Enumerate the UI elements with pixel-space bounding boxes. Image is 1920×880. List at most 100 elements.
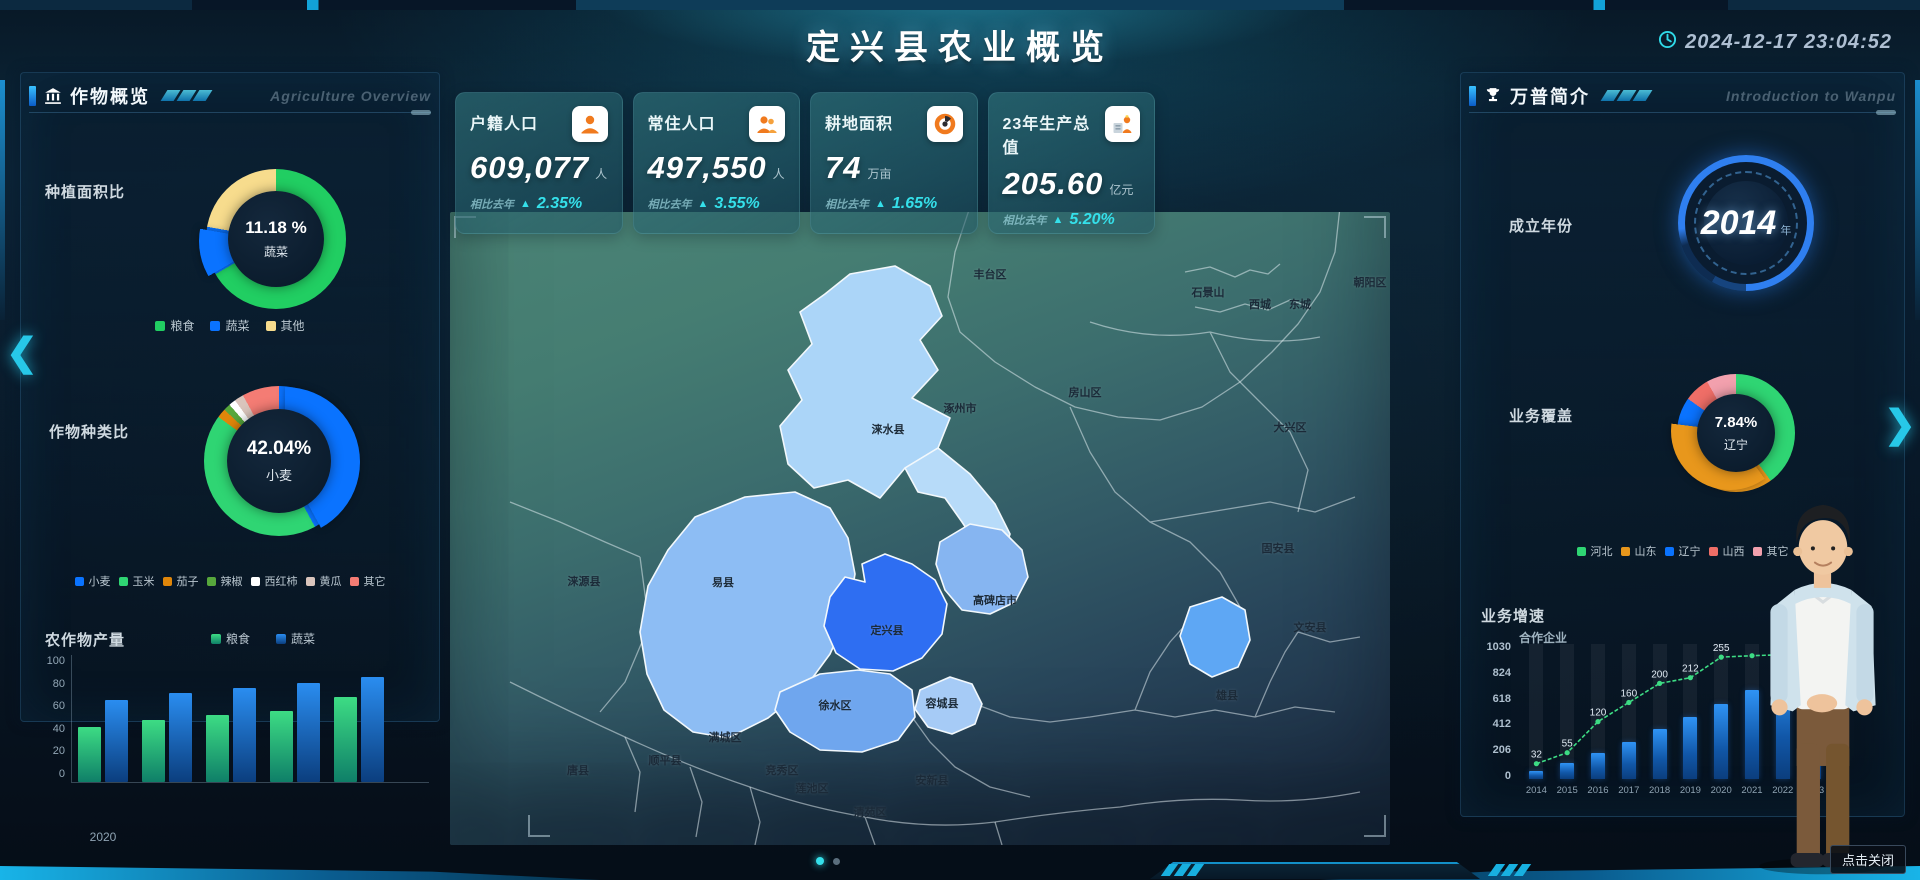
map-region-label: 雄县 — [1216, 690, 1238, 702]
close-button[interactable]: 点击关闭 — [1829, 845, 1906, 874]
growth-ytick: 0 — [1504, 769, 1511, 782]
stat-cards-row: 户籍人口 609,077 人 相比去年 ▲ 2.35% 常住人口 497,550 人 相… — [455, 92, 1155, 234]
growth-xtick: 2019 — [1679, 785, 1701, 796]
card-compare-label: 相比去年 — [470, 199, 514, 211]
carousel-prev-arrow[interactable]: ❮ — [6, 332, 38, 374]
legend-item[interactable]: 山东 — [1620, 543, 1657, 559]
prod-ytick: 20 — [52, 745, 65, 758]
prod-bar[interactable] — [142, 719, 165, 782]
up-triangle-icon: ▲ — [520, 198, 531, 210]
coverage-legend: 河北 山东 辽宁 山西 其它 — [1461, 543, 1904, 559]
legend-item[interactable]: 河北 — [1576, 543, 1613, 559]
production-y-axis: 100 80 60 40 20 0 — [37, 655, 71, 780]
trophy-icon — [1484, 87, 1502, 105]
legend-item[interactable]: 其它 — [1752, 543, 1789, 559]
growth-ytick: 824 — [1492, 666, 1511, 679]
prod-xtick: 2020 — [89, 829, 117, 844]
wanpu-intro-header: 万普简介 Introduction to Wanpu — [1469, 79, 1896, 115]
legend-item[interactable]: 辽宁 — [1664, 543, 1701, 559]
bottom-slashes-decor — [1487, 864, 1532, 876]
growth-label: 业务增速 — [1481, 608, 1546, 625]
prod-bar[interactable] — [297, 683, 320, 782]
legend-item[interactable]: 粮食 — [211, 630, 250, 647]
card-value: 205.60 — [1002, 166, 1104, 201]
founded-year-value: 2014 — [1700, 203, 1777, 242]
crop-type-donut-center: 42.04% 小麦 — [227, 409, 331, 513]
card-title: 耕地面积 — [825, 116, 894, 133]
map-region-label: 莲池区 — [795, 783, 829, 795]
region-dingxing[interactable] — [823, 553, 948, 672]
legend-item[interactable]: 茄子 — [162, 573, 199, 589]
header-stripes-decor — [1600, 90, 1653, 101]
growth-ytick: 618 — [1492, 692, 1511, 705]
prod-bar[interactable] — [233, 688, 256, 782]
planting-center-label: 蔬菜 — [263, 245, 288, 259]
legend-item[interactable]: 西红柿 — [250, 573, 298, 589]
header-datetime: 2024-12-17 23:04:52 — [1658, 30, 1892, 55]
legend-item[interactable]: 玉米 — [118, 573, 155, 589]
region-map[interactable]: 涞水县 易县 定兴县 高碑店市 徐水区 容城县 丰台区 石景山 西城 东城 朝阳区 房山区 大兴区 涿州市… — [450, 212, 1390, 845]
prod-bar[interactable] — [361, 677, 384, 782]
region-rongcheng[interactable] — [914, 676, 983, 735]
map-region-label: 石景山 — [1191, 287, 1225, 299]
prod-ytick: 0 — [58, 767, 65, 780]
prod-ytick: 100 — [46, 655, 65, 667]
growth-xtick: 2016 — [1587, 785, 1609, 796]
growth-y-axis: 1030 824 618 412 206 0 — [1471, 641, 1511, 782]
growth-bar-group[interactable] — [1583, 644, 1614, 779]
growth-bar-group[interactable] — [1552, 644, 1583, 779]
carousel-dot[interactable] — [833, 857, 840, 865]
coverage-center-value: 7.84% — [1714, 413, 1758, 431]
legend-item[interactable]: 黄瓜 — [305, 573, 342, 589]
region-gaobeidian[interactable] — [935, 523, 1029, 615]
legend-item[interactable]: 蔬菜 — [210, 317, 250, 334]
map-region-label: 徐水区 — [818, 700, 852, 712]
planting-area-donut[interactable]: 11.18 % 蔬菜 — [199, 169, 346, 311]
growth-bar-group[interactable] — [1737, 644, 1768, 779]
growth-bar-group[interactable] — [1521, 644, 1552, 779]
legend-item[interactable]: 辣椒 — [206, 573, 243, 589]
card-farmland-area: 耕地面积 74 万亩 相比去年 ▲ 1.65% — [810, 92, 978, 234]
header-stripes-decor — [160, 90, 213, 101]
crop-overview-subtitle-en: Agriculture Overview — [270, 87, 431, 104]
production-bar-chart[interactable]: 100 80 60 40 20 0 2020 — [37, 653, 429, 844]
legend-item[interactable]: 蔬菜 — [276, 630, 315, 647]
carousel-dot[interactable] — [816, 857, 824, 865]
legend-item[interactable]: 其它 — [349, 573, 386, 589]
up-triangle-icon: ▲ — [1052, 214, 1064, 226]
map-region-label: 固安县 — [1261, 543, 1295, 555]
map-corner-bracket — [1364, 815, 1386, 837]
growth-bar-group[interactable] — [1613, 644, 1644, 779]
founded-year-gauge[interactable]: 2014 年 — [1678, 155, 1814, 291]
svg-text:120: 120 — [1590, 708, 1607, 719]
region-xushui[interactable] — [774, 669, 916, 753]
region-laishui[interactable] — [779, 265, 951, 499]
legend-item[interactable]: 粮食 — [155, 317, 194, 334]
card-delta: 2.35% — [536, 195, 583, 212]
growth-bar-group[interactable] — [1644, 644, 1675, 779]
coverage-donut[interactable]: 7.84% 辽宁 — [1671, 372, 1795, 492]
crop-type-donut[interactable]: 42.04% 小麦 — [204, 386, 360, 537]
legend-item[interactable]: 其他 — [265, 317, 305, 334]
card-delta: 5.20% — [1069, 211, 1115, 228]
map-region-label: 唐县 — [567, 765, 589, 777]
gauge-dashed-ring — [1694, 171, 1798, 275]
prod-bar[interactable] — [270, 710, 293, 782]
legend-item[interactable]: 山西 — [1708, 543, 1745, 559]
founded-year-unit: 年 — [1780, 225, 1792, 237]
prod-bar[interactable] — [105, 699, 128, 782]
map-region-label: 房山区 — [1068, 387, 1102, 399]
prod-bar[interactable] — [78, 727, 101, 782]
carousel-next-arrow[interactable]: ❯ — [1884, 404, 1916, 446]
svg-text:32: 32 — [1531, 750, 1543, 761]
region-baiyangdian-lake[interactable] — [1179, 596, 1251, 678]
prod-bar[interactable] — [206, 714, 229, 782]
growth-bar-group[interactable] — [1706, 644, 1737, 779]
gauge-core: 2014 年 — [1700, 181, 1792, 265]
prod-bar[interactable] — [334, 697, 357, 782]
coverage-center-label: 辽宁 — [1723, 437, 1748, 452]
legend-item[interactable]: 小麦 — [74, 573, 111, 589]
map-svg — [509, 212, 1361, 845]
prod-bar[interactable] — [169, 693, 192, 782]
crop-type-label: 作物种类比 — [49, 424, 130, 441]
